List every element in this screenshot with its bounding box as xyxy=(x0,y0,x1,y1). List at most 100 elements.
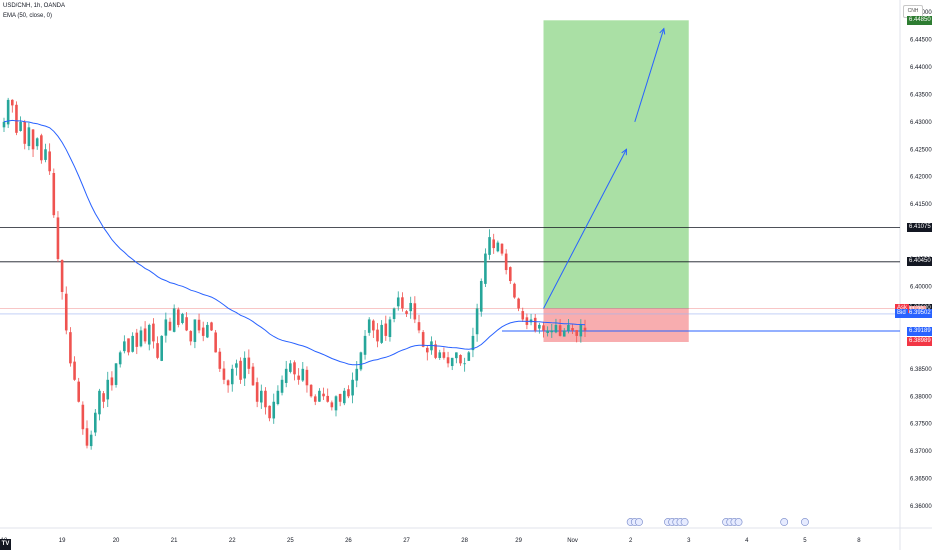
candle-body xyxy=(479,281,483,312)
candle-body xyxy=(562,330,566,337)
candle-body xyxy=(388,319,392,337)
candle-body xyxy=(546,330,549,333)
candle-body xyxy=(64,293,68,331)
candle-body xyxy=(44,149,47,160)
candle-body xyxy=(69,332,72,364)
candle-body xyxy=(426,347,429,353)
candle-body xyxy=(35,138,39,147)
projection-arrow-1 xyxy=(543,149,627,309)
candle-body xyxy=(513,283,516,298)
candle-body xyxy=(127,338,130,353)
candle-body xyxy=(264,390,267,408)
indicator-legend[interactable]: EMA (50, close, 0) xyxy=(3,13,53,19)
candle-body xyxy=(313,396,317,402)
candle-body xyxy=(434,344,437,358)
candle-body xyxy=(85,428,89,446)
economic-event-flag-icon xyxy=(780,518,789,526)
price-axis-label: 6.39189 xyxy=(907,326,932,336)
candle-body xyxy=(77,381,80,402)
candle-body xyxy=(177,309,180,325)
candle-body xyxy=(243,357,246,379)
candle-body xyxy=(289,363,292,372)
candle-body xyxy=(226,380,230,386)
candle-body xyxy=(334,396,338,411)
candle-body xyxy=(372,320,375,331)
candle-body xyxy=(218,351,222,369)
candle-body xyxy=(571,328,574,331)
price-axis-tick: 6.37500 xyxy=(910,422,932,428)
tradingview-logo-icon[interactable]: TV xyxy=(0,539,11,550)
candle-body xyxy=(496,242,500,252)
candle-body xyxy=(222,368,226,380)
price-axis-label: 6.38989 xyxy=(907,337,932,347)
candle-body xyxy=(538,324,541,329)
price-axis-label: 6.44850 xyxy=(907,15,932,25)
price-axis-tick: 6.44000 xyxy=(910,65,932,71)
candle-body xyxy=(210,322,213,331)
candle-body xyxy=(459,355,462,364)
candle-body xyxy=(106,379,110,400)
time-axis-tick: 4 xyxy=(745,538,749,544)
time-axis-tick: 3 xyxy=(687,538,691,544)
candle-body xyxy=(284,368,288,383)
candle-body xyxy=(94,412,97,433)
candle-body xyxy=(201,327,205,336)
bid-badge: Bid xyxy=(895,309,908,319)
candle-body xyxy=(143,328,147,342)
candle-body xyxy=(583,327,587,331)
candle-body xyxy=(102,393,105,402)
candle-body xyxy=(442,352,446,358)
economic-event-flag-icon xyxy=(734,518,743,526)
price-axis-tick: 6.36500 xyxy=(910,477,932,483)
candle-body xyxy=(384,323,388,336)
candle-body xyxy=(301,368,305,381)
time-axis-tick: 27 xyxy=(403,538,410,544)
candle-body xyxy=(27,127,31,147)
price-axis-tick: 6.36000 xyxy=(910,504,932,510)
candle-body xyxy=(260,390,263,403)
candle-body xyxy=(255,382,259,402)
time-axis-tick: 19 xyxy=(59,538,66,544)
candle-body xyxy=(6,99,10,125)
time-axis-tick: 28 xyxy=(461,538,468,544)
arrowhead-2-icon xyxy=(659,27,666,35)
candle-body xyxy=(455,352,458,359)
candle-body xyxy=(19,121,22,131)
candle-body xyxy=(160,335,163,361)
candle-body xyxy=(438,352,442,358)
candle-body xyxy=(230,368,234,385)
price-axis-tick: 6.42000 xyxy=(910,175,932,181)
candle-body xyxy=(550,330,554,333)
candle-body xyxy=(347,389,350,397)
candle-body xyxy=(56,217,60,260)
candle-body xyxy=(521,311,525,320)
candle-body xyxy=(239,360,242,380)
candle-body xyxy=(367,319,371,333)
candle-body xyxy=(52,173,56,216)
candle-body xyxy=(164,319,168,336)
candle-body xyxy=(355,368,359,381)
candle-body xyxy=(110,377,114,386)
candle-body xyxy=(405,311,408,314)
candle-body xyxy=(168,321,172,331)
time-axis-tick: 8 xyxy=(857,538,861,544)
candle-body xyxy=(484,253,487,284)
candle-body xyxy=(152,323,155,342)
candle-body xyxy=(251,366,255,386)
candle-body xyxy=(73,361,76,380)
candle-body xyxy=(181,313,184,324)
candle-body xyxy=(206,324,209,338)
candle-body xyxy=(98,390,101,415)
candle-body xyxy=(463,363,466,365)
candle-body xyxy=(409,302,412,312)
candle-body xyxy=(214,332,217,353)
candle-body xyxy=(23,121,27,144)
candle-body xyxy=(376,329,379,342)
price-axis-label: 6.41075 xyxy=(907,223,932,232)
economic-event-flag-icon xyxy=(680,518,689,526)
candle-body xyxy=(351,379,354,396)
candle-body xyxy=(185,317,188,331)
candle-body xyxy=(272,401,276,419)
candle-body xyxy=(147,324,151,345)
